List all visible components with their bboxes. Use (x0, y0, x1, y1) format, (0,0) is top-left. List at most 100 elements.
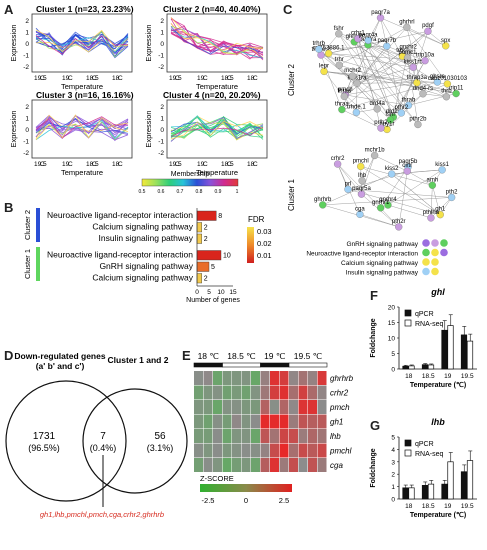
gene-label: fshr (385, 112, 395, 118)
category-label: GnRH signaling pathway (99, 261, 193, 271)
cluster1-label: Cluster 1 (287, 178, 296, 211)
x-tick-label: C (227, 161, 232, 168)
bar-value: 2 (204, 225, 208, 232)
gene-node (373, 105, 381, 113)
heatmap-cell (241, 400, 251, 414)
gene-node (438, 166, 446, 174)
gene-node (357, 162, 365, 171)
panel-g-figure: lhb 0 1 2 3 4 5 Foldchange 18 18.5 19 19.5Temperatu… (370, 417, 477, 519)
y-tick-label: 1 (25, 30, 29, 37)
expression-line (35, 35, 129, 53)
edge (432, 185, 441, 215)
edge (323, 71, 357, 113)
y-tick-label: -1 (23, 139, 29, 146)
heatmap-cell (298, 371, 308, 385)
expression-line (35, 116, 129, 139)
x-tick-label: C (253, 161, 258, 168)
gene-node (335, 30, 343, 38)
heatmap-cell (298, 400, 308, 414)
x-axis-title: Number of genes (186, 297, 240, 304)
x-tick: 5 (207, 289, 211, 296)
x-tick: 15 (229, 289, 237, 296)
left-set-title: Down-regulated genes (14, 351, 105, 361)
heatmap-cell (222, 371, 232, 385)
edge (430, 197, 452, 219)
gene-node (356, 210, 364, 218)
panel-g-label: G (370, 418, 381, 433)
gene-label: dnd4-rs (413, 86, 433, 92)
gene-label: trhr2 (396, 48, 409, 54)
group-label: 18 ℃ (198, 351, 220, 361)
heatmap-cell (298, 385, 308, 400)
heatmap-cell (251, 400, 260, 414)
left-set-subtitle: (a' b' and c') (36, 361, 85, 371)
gene-node (383, 42, 391, 50)
gene-label: paqr7b (377, 38, 396, 44)
fdr-tick: 0.01 (257, 251, 272, 260)
y-tick-label: 5 (391, 351, 395, 358)
edge (380, 17, 403, 57)
legend-dot (422, 248, 430, 257)
group-label: 19 ℃ (264, 351, 286, 361)
x-tick-label: 19.5 (169, 161, 182, 168)
bar (196, 250, 222, 261)
x-tick-label: 19 (197, 161, 205, 168)
legend-label: qPCR (415, 441, 434, 448)
group-bar (222, 362, 261, 368)
group-label: 19.5 ℃ (294, 351, 323, 361)
heatmap-cell (232, 385, 241, 400)
heatmap-cell (222, 400, 232, 414)
edge (367, 44, 394, 118)
gene-label: ghsra (430, 74, 446, 80)
gene-label: mchr2 (344, 68, 361, 74)
gene-node (377, 124, 385, 132)
heatmap-cell (279, 371, 289, 385)
heatmap-cell (270, 458, 279, 472)
y-tick-label: -1 (158, 53, 164, 60)
gene-label: pthr2b (409, 116, 427, 122)
expression-line (35, 114, 129, 141)
x-tick-label: C (118, 161, 123, 168)
gene-label: drd2a (386, 109, 402, 115)
heatmap-cell (279, 385, 289, 400)
heatmap-cell (279, 400, 289, 414)
bar-value: 2 (204, 236, 208, 243)
gene-label: trhr (335, 57, 344, 63)
x-tick-label: C (92, 161, 97, 168)
heatmap-cell (194, 458, 203, 472)
y-tick-label: 0 (160, 127, 164, 134)
gene-label: lhb (358, 173, 367, 179)
overlap-count: 7 (100, 431, 106, 442)
y-tick-label: -2 (23, 150, 29, 157)
legend-label: Neuroactive ligand-receptor interaction (306, 251, 418, 258)
bar (196, 233, 203, 244)
gene-label: thraa (337, 88, 351, 94)
panel-e-figure: 18 ℃ 18.5 ℃ 19 ℃ 19.5 ℃ ghrhrb crhr2 pmch gh1 lh… (193, 351, 354, 505)
heatmap-cell (289, 429, 298, 443)
x-tick: 10 (217, 289, 225, 296)
x-tick-label: 19.5 (34, 161, 47, 168)
legend-swatch (404, 439, 412, 447)
heatmap-cell (203, 371, 213, 385)
chart-title: lhb (431, 417, 445, 427)
panel-f-figure: ghl 0 5 10 15 20 Foldchange 18 18.5 19 19.5Tempera… (370, 287, 477, 389)
gene-node (419, 90, 427, 98)
y-tick-label: 1 (160, 116, 164, 123)
expression-line (170, 120, 264, 135)
edge (356, 46, 387, 84)
edge (356, 67, 414, 84)
heatmap-cell (213, 400, 222, 414)
gene-row-label: gh1 (330, 418, 343, 427)
edge (407, 171, 433, 186)
heatmap-cell (251, 429, 260, 443)
gene-row-label: pmchl (329, 447, 352, 456)
edge (345, 94, 382, 129)
edge (345, 82, 417, 96)
cluster2-bar (36, 208, 40, 242)
category-label: Calcium signaling pathway (92, 273, 193, 283)
heatmap-cell (289, 414, 298, 429)
expression-line (170, 29, 264, 53)
gene-label: ghrbrb (346, 34, 364, 40)
heatmap-cell (289, 458, 298, 472)
gene-label: paqr7a (371, 10, 390, 16)
